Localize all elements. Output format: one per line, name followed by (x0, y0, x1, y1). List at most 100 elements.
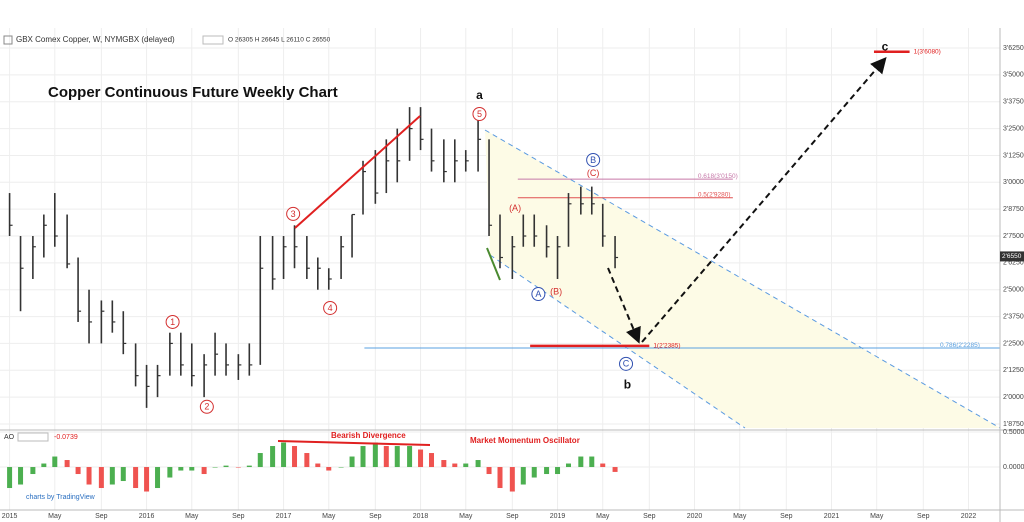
ao-bar (383, 446, 389, 468)
ao-bar (326, 467, 332, 471)
trend-line (294, 115, 421, 229)
level-label: 0.786(2'2285) (940, 342, 980, 349)
ao-bar (144, 467, 150, 492)
ao-bar (475, 460, 481, 468)
channel-lower (489, 254, 746, 429)
wave-label: (A) (509, 203, 521, 213)
ao-bar (98, 467, 104, 489)
ao-bar (178, 467, 184, 471)
ao-bar (86, 467, 92, 485)
ao-bar (281, 442, 287, 468)
ao-bar (565, 463, 571, 468)
wave-label: 5 (477, 109, 482, 119)
ao-bar (30, 467, 36, 475)
ao-bar (201, 467, 207, 475)
y-tick-label: 2'7500 (1003, 233, 1024, 240)
ao-bar (64, 460, 70, 468)
wave-labels: 1 2 3 4 5 a (A) (B) (C) A B Cb c (165, 40, 889, 414)
ao-bar (315, 463, 321, 468)
ao-bar (133, 467, 139, 489)
ao-bar (304, 453, 310, 468)
y-tick-label: 2'1250 (1003, 367, 1024, 374)
wave-label: B (590, 155, 596, 165)
ao-bar (520, 467, 526, 485)
ao-bar (372, 442, 378, 468)
y-tick-label: 0.0000 (1003, 464, 1024, 471)
y-tick-label: 2'6250 (1003, 260, 1024, 267)
wave-label: 1 (170, 317, 175, 327)
wave-label: a (476, 88, 483, 102)
ao-name: AO (4, 434, 15, 441)
ao-bar (167, 467, 173, 478)
x-tick-label: 2022 (961, 513, 977, 520)
y-tick-label: 3'3750 (1003, 99, 1024, 106)
ao-bar (7, 467, 13, 489)
ao-bar (349, 456, 355, 468)
wave-circle (165, 314, 180, 329)
channel-upper (484, 129, 1001, 429)
x-tick-label: 2020 (687, 513, 703, 520)
level-label: 1(3'6080) (914, 48, 941, 55)
chart-title: Copper Continuous Future Weekly Chart (48, 84, 338, 101)
divergence-line (277, 440, 431, 446)
ao-bar (257, 453, 263, 468)
ao-bar (394, 446, 400, 468)
toolbar-icons[interactable] (202, 35, 224, 45)
x-tick-label: Sep (95, 513, 108, 520)
oscillator-label: Market Momentum Oscillator (470, 436, 580, 445)
wave-label: b (624, 378, 631, 392)
y-tick-label: 2'0000 (1003, 394, 1024, 401)
last-price-label: 2'6550 (1002, 253, 1022, 260)
toolbar-icons[interactable] (17, 432, 49, 442)
wave-circle (199, 399, 214, 414)
y-tick-label: 2'2500 (1003, 340, 1024, 347)
wave-circle (472, 106, 487, 121)
level-label: 1(2'2385) (653, 343, 680, 350)
y-tick-label: 2'3750 (1003, 313, 1024, 320)
x-tick-label: May (459, 513, 473, 520)
level-label: 0.618(3'0150) (698, 173, 738, 180)
y-tick-label: 3'5000 (1003, 72, 1024, 79)
levels: 0.618(3'0150) 0.5(2'9280) 0.786(2'2285) 1(2… (364, 48, 1000, 350)
wave-label: A (535, 289, 541, 299)
wave-circle (586, 152, 601, 167)
y-tick-label: 3'0000 (1003, 179, 1024, 186)
wave-label: 4 (328, 303, 333, 313)
ao-value: -0.0739 (54, 434, 78, 441)
x-tick-label: 2021 (824, 513, 840, 520)
ao-bar (486, 467, 492, 475)
ao-bar (509, 467, 515, 492)
x-tick-label: May (870, 513, 884, 520)
x-tick-label: Sep (369, 513, 382, 520)
ao-bar (212, 467, 218, 468)
y-tick-label: 3'1250 (1003, 152, 1024, 159)
wave-circle (531, 287, 546, 302)
wave-circle (619, 356, 634, 371)
ao-bar (452, 463, 458, 468)
collapse-icon[interactable] (3, 35, 13, 45)
ao-bar (109, 467, 115, 485)
ao-bar (155, 467, 161, 489)
y-tick-label: 3'6250 (1003, 45, 1024, 52)
oscillator (7, 442, 618, 492)
level-label: 0.5(2'9280) (698, 191, 731, 198)
x-tick-label: 2015 (2, 513, 18, 520)
wave-label: (C) (587, 168, 600, 178)
x-tick-label: 2017 (276, 513, 292, 520)
x-tick-label: Sep (232, 513, 245, 520)
ao-bar (41, 463, 47, 468)
ao-bar (18, 467, 24, 485)
ao-bar (189, 467, 195, 471)
ao-bar (612, 467, 618, 472)
x-tick-label: May (596, 513, 610, 520)
x-tick-label: May (322, 513, 336, 520)
ao-bar (246, 465, 252, 468)
wave-label: 3 (291, 209, 296, 219)
ao-bar (292, 446, 298, 468)
ao-bar (235, 467, 241, 468)
y-tick-label: 2'5000 (1003, 287, 1024, 294)
last-price-tag (1000, 251, 1024, 262)
ao-bar (600, 463, 606, 468)
ao-bar (360, 446, 366, 468)
